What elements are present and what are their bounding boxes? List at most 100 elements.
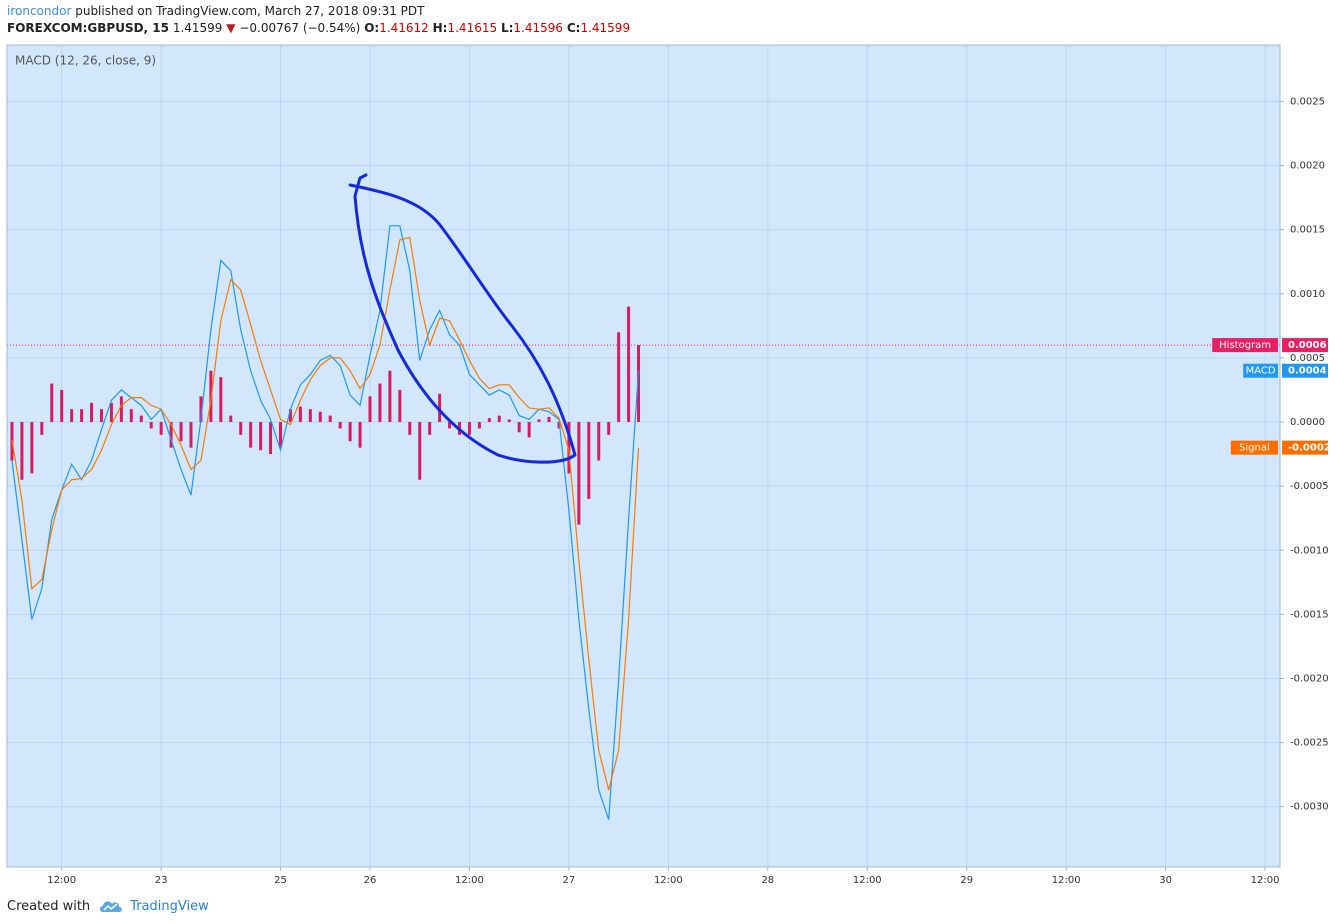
header-line: ironcondor published on TradingView.com,… — [7, 4, 424, 18]
brand-link[interactable]: TradingView — [130, 898, 209, 914]
histogram-bar — [398, 389, 402, 423]
x-tick-label: 26 — [364, 875, 377, 886]
histogram-bar — [517, 422, 521, 433]
histogram-bar — [338, 422, 342, 429]
y-tick-label: -0.0010 — [1290, 545, 1329, 556]
histogram-bar — [70, 409, 74, 423]
histogram-bar — [259, 422, 263, 451]
x-tick-label: 30 — [1159, 875, 1172, 886]
histogram-bar — [90, 402, 94, 423]
histogram-bar — [428, 422, 432, 435]
open-value: 1.41612 — [379, 21, 429, 35]
price-label-name: MACD — [1246, 366, 1276, 377]
histogram-bar — [298, 406, 302, 423]
symbol: FOREXCOM:GBPUSD, 15 — [7, 21, 169, 35]
histogram-bar — [119, 396, 123, 423]
histogram-bar — [179, 422, 183, 442]
histogram-bar — [30, 422, 34, 474]
close-value: 1.41599 — [580, 21, 631, 35]
histogram-bar — [557, 422, 561, 429]
price-label-value: -0.0002 — [1288, 443, 1331, 454]
histogram-bar — [567, 422, 571, 474]
histogram-bar — [229, 415, 233, 423]
histogram-bar — [627, 306, 631, 423]
histogram-bar — [607, 422, 611, 435]
x-tick-label: 12:00 — [853, 875, 882, 886]
histogram-bar — [249, 422, 253, 448]
histogram-bar — [129, 409, 133, 423]
y-tick-label: 0.0025 — [1290, 96, 1325, 107]
histogram-bar — [408, 422, 412, 435]
marks — [7, 225, 1280, 820]
price-label-value: 0.0004 — [1288, 366, 1327, 377]
histogram-bar — [527, 422, 531, 438]
price-label-name-box — [1243, 363, 1278, 378]
chart: MACD (12, 26, close, 9) 0.00250.00200.00… — [6, 44, 1330, 886]
histogram-bar — [308, 409, 312, 423]
histogram-bar — [507, 419, 511, 423]
histogram-bar — [20, 422, 24, 480]
x-tick-label: 23 — [155, 875, 168, 886]
author-link[interactable]: ironcondor — [7, 4, 72, 18]
histogram-bar — [149, 422, 153, 429]
histogram-bar — [358, 422, 362, 448]
low-value: 1.41596 — [513, 21, 564, 35]
histogram-bar — [80, 409, 84, 423]
histogram-bar — [547, 416, 551, 423]
histogram-bar — [139, 415, 143, 423]
y-tick-label: 0.0005 — [1290, 353, 1325, 364]
histogram-bar — [239, 422, 243, 435]
axis-labels: 0.0025 0.0020 0.0015 0.0010 0.0005 0.0000 -0.0… — [47, 96, 1330, 886]
created-with: Created with — [7, 898, 91, 914]
x-tick-label: 12:00 — [654, 875, 683, 886]
y-tick-label: 0.0010 — [1290, 289, 1325, 300]
histogram-bar — [487, 418, 491, 423]
histogram-bar — [99, 409, 103, 423]
histogram-bar — [318, 411, 322, 423]
x-tick-label: 12:00 — [1052, 875, 1081, 886]
histogram-bar — [497, 415, 501, 423]
change: −0.00767 (−0.54%) — [239, 21, 361, 35]
histogram-bar — [328, 415, 332, 423]
histogram-bar — [467, 422, 471, 435]
histogram-bar — [617, 332, 621, 423]
histogram-bar — [597, 422, 601, 461]
x-tick-label: 25 — [274, 875, 287, 886]
y-tick-label: 0.0015 — [1290, 225, 1325, 236]
histogram-bar — [109, 402, 113, 423]
histogram-bar — [537, 419, 541, 423]
histogram-bar — [448, 422, 452, 429]
last-price: 1.41599 — [172, 21, 223, 35]
histogram-bar — [189, 422, 193, 448]
histogram-bar — [418, 422, 422, 480]
histogram-bar — [477, 422, 481, 429]
histogram-bar — [348, 422, 352, 442]
histogram-bar — [368, 396, 372, 423]
logo — [100, 901, 123, 912]
x-tick-label: 28 — [761, 875, 774, 886]
plot-border — [6, 44, 1281, 868]
price-label-value-box — [1282, 338, 1328, 353]
y-tick-label: -0.0025 — [1290, 738, 1329, 749]
change-arrow: ▼ — [226, 21, 236, 35]
quote-line: FOREXCOM:GBPUSD, 15 1.41599 ▼ −0.00767 (… — [7, 21, 630, 35]
histogram-bar — [278, 422, 282, 448]
x-tick-label: 12:00 — [47, 875, 76, 886]
high-label: H: — [432, 21, 448, 35]
y-tick-label: -0.0005 — [1290, 481, 1329, 492]
y-tick-label: 0.0000 — [1290, 417, 1325, 428]
open-label: O: — [364, 21, 380, 35]
histogram-bar — [388, 370, 392, 423]
high-value: 1.41615 — [447, 21, 498, 35]
histogram-bar — [587, 422, 591, 499]
grid — [7, 45, 1280, 867]
histogram-bar — [269, 422, 273, 455]
close-label: C: — [566, 21, 581, 35]
histogram-bar — [40, 422, 44, 435]
histogram-bar — [378, 383, 382, 423]
histogram-bar — [60, 389, 64, 423]
price-label-value: 0.0006 — [1288, 340, 1327, 351]
x-tick-label: 29 — [960, 875, 973, 886]
footer: Created with TradingView — [7, 898, 209, 914]
